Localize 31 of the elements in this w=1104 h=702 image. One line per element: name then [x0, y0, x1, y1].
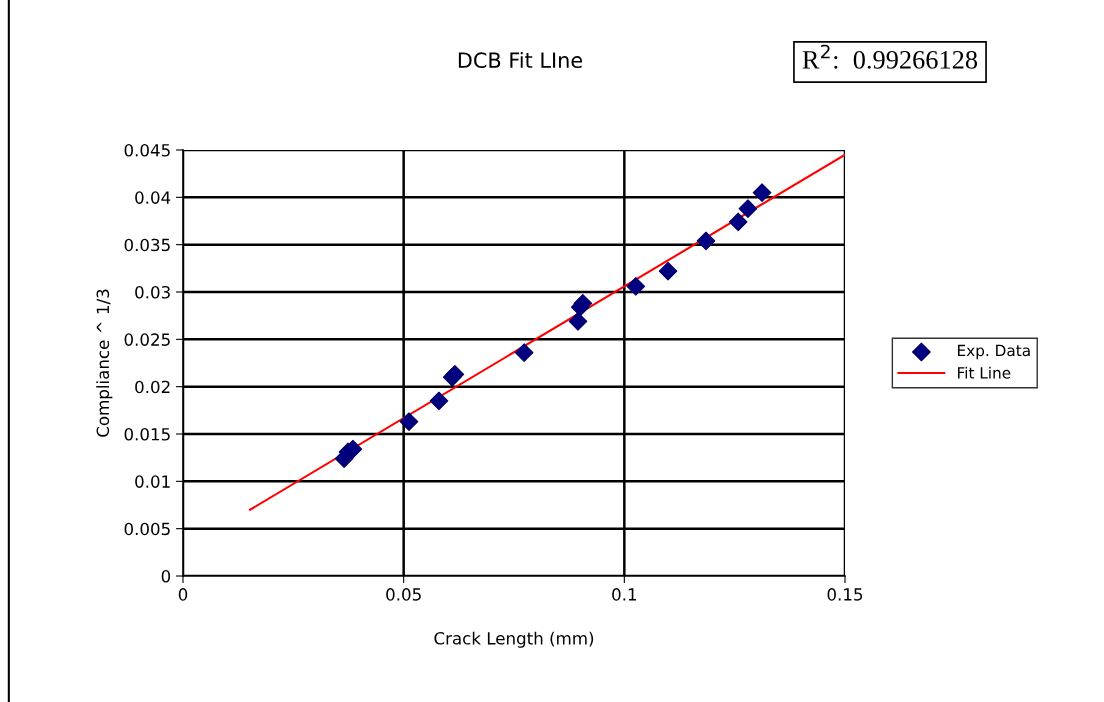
point — [399, 412, 419, 432]
legend-label: Exp. Data — [958, 344, 1030, 360]
chart-title: DCB Fit LIne — [458, 51, 583, 69]
x-tick-label: 0.1 — [612, 588, 637, 601]
x-axis-title: Crack Length (mm) — [434, 631, 594, 648]
y-tick-label: 0.025 — [124, 333, 170, 346]
y-tick-label: 0.02 — [135, 380, 170, 394]
y-tick-label: 0.045 — [124, 143, 170, 157]
point — [429, 391, 449, 411]
y-tick-label: 0.03 — [135, 285, 170, 299]
y-tick-label: 0 — [161, 569, 171, 583]
y-tick-label: 0.04 — [135, 191, 171, 204]
y-tick-label: 0.005 — [124, 522, 170, 536]
y-tick-label: 0.01 — [135, 475, 170, 488]
point — [626, 276, 646, 296]
point — [752, 183, 772, 202]
point — [658, 261, 678, 281]
legend-label: Fit Line — [958, 366, 1011, 379]
x-tick-label: 0.15 — [827, 588, 863, 601]
y-tick-label: 0.015 — [124, 427, 170, 441]
y-tick-label: 0.035 — [124, 238, 170, 252]
point — [738, 199, 758, 219]
y-axis-title: Compliance ^ 1/3 — [96, 289, 113, 437]
point — [696, 231, 716, 251]
point — [514, 343, 534, 362]
point — [343, 439, 363, 459]
point — [728, 212, 748, 232]
x-tick-label: 0 — [178, 588, 188, 601]
x-tick-label: 0.05 — [386, 588, 421, 601]
text: R$^{2}$: 0.99266128 — [802, 44, 978, 69]
point — [568, 312, 588, 331]
